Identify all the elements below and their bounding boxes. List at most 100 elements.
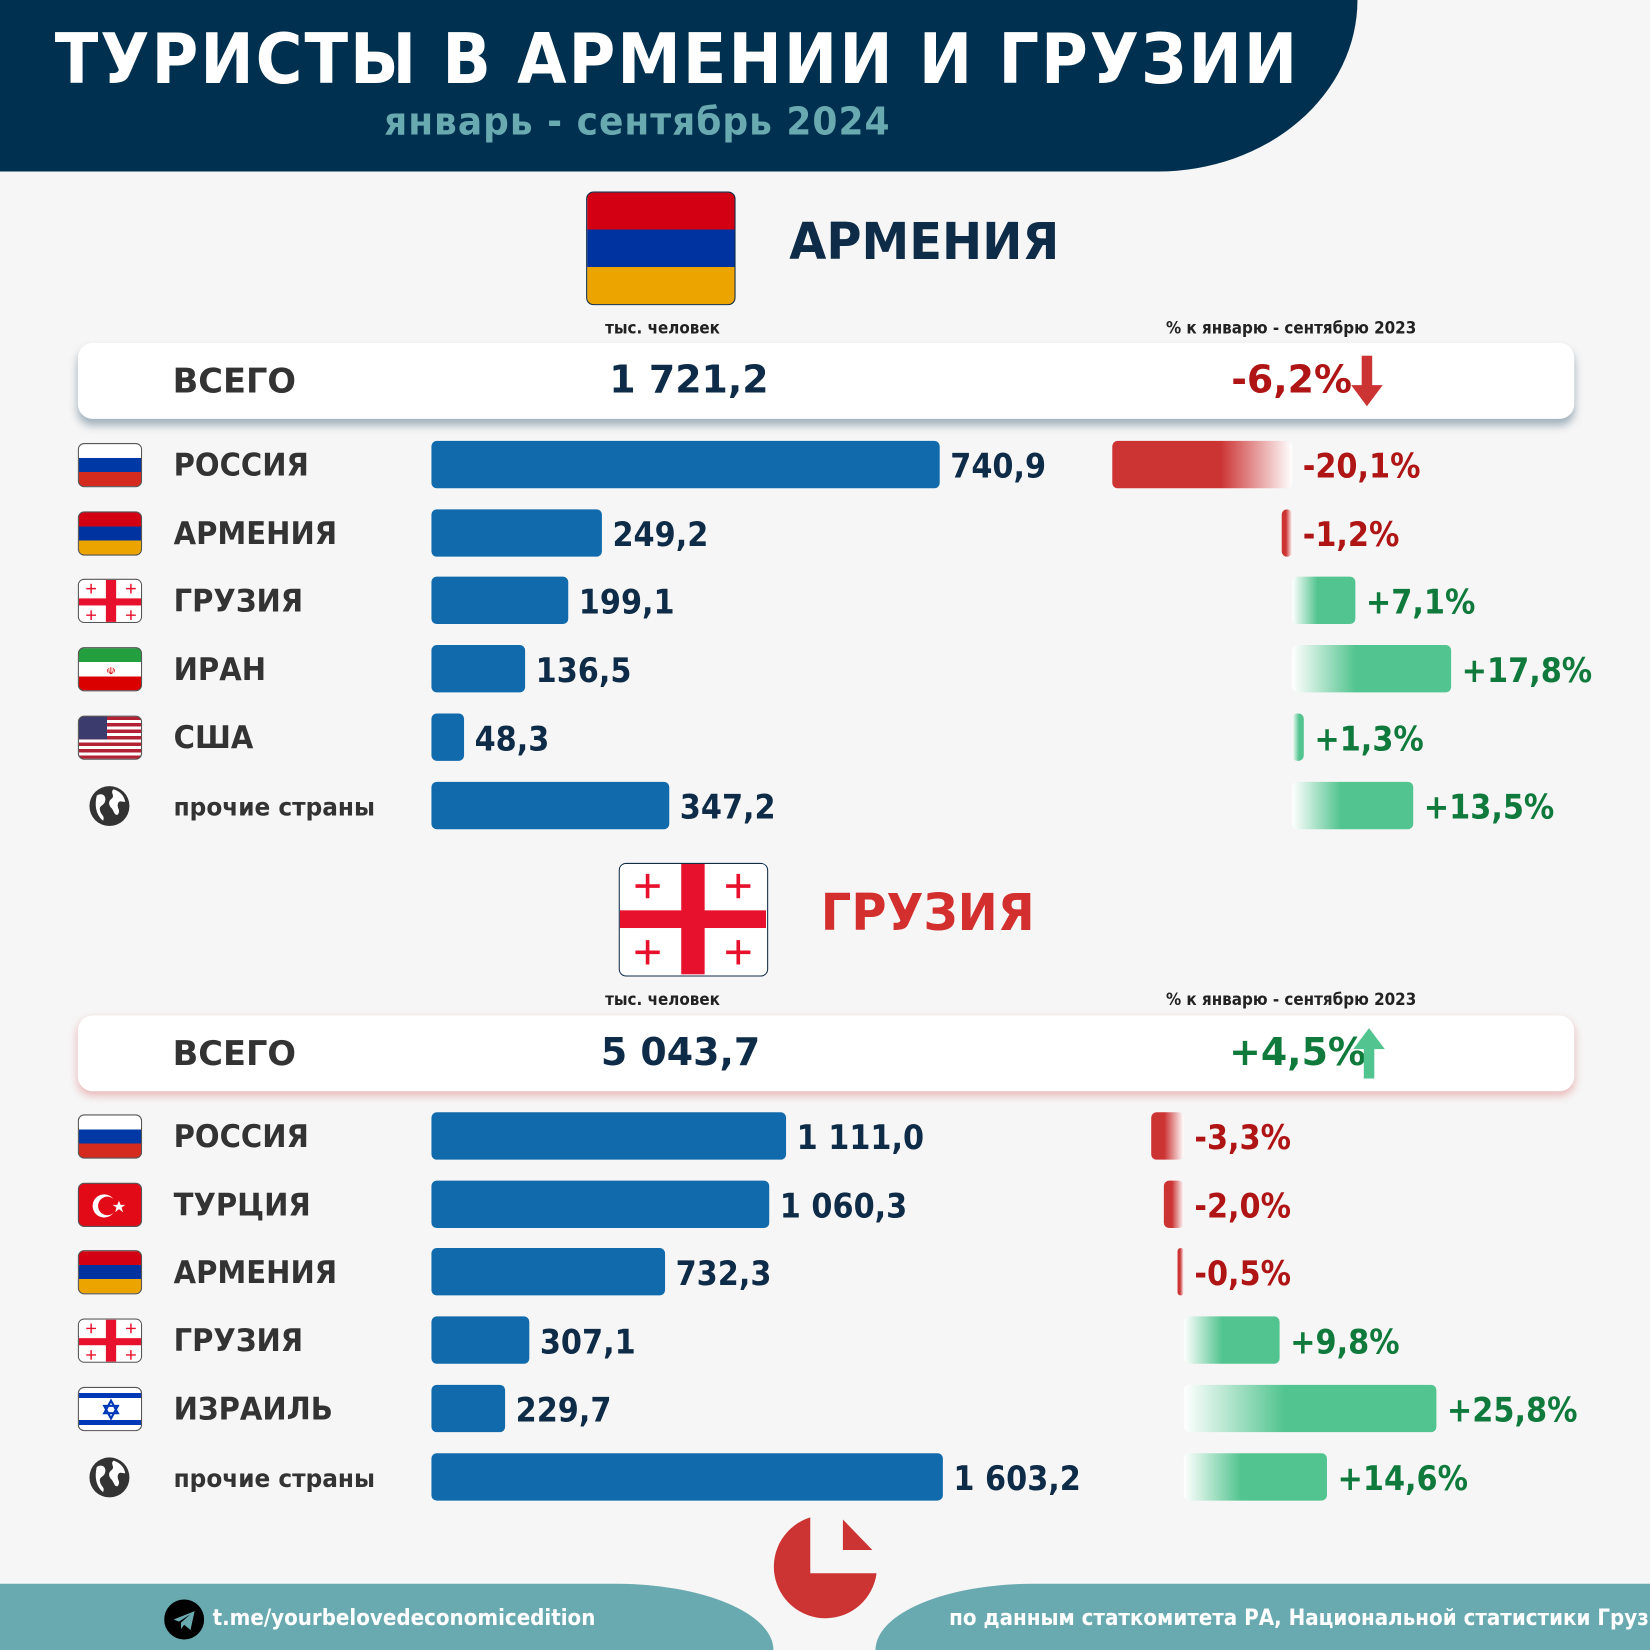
country-name: РОССИЯ (173, 1118, 309, 1156)
value-bar (431, 1316, 530, 1364)
telegram-link[interactable]: t.me/yourbelovedeconomicedition (212, 1604, 596, 1631)
pct-label: +25,8% (1446, 1389, 1578, 1430)
source-note: по данным статкомитета РА, Национальной … (949, 1604, 1650, 1631)
unit-label: тыс. человек (605, 989, 720, 1010)
country-name: ГРУЗИЯ (173, 583, 304, 621)
value-label: 307,1 (539, 1321, 636, 1362)
arrow-down-icon (1351, 355, 1383, 407)
flag-russia-icon (77, 1114, 143, 1159)
flag-usa-icon (77, 715, 143, 760)
value-label: 1 060,3 (780, 1185, 908, 1226)
country-row: США 48,3 +1,3% (0, 713, 1650, 761)
value-label: 347,2 (680, 786, 777, 827)
total-value: 5 043,7 (600, 1031, 761, 1075)
total-label: ВСЕГО (172, 1033, 297, 1074)
country-name: ГРУЗИЯ (173, 1322, 304, 1360)
value-label: 1 111,0 (796, 1117, 924, 1158)
country-row: прочие страны 347,2 +13,5% (0, 781, 1650, 829)
value-label: 199,1 (578, 582, 675, 623)
value-bar (431, 1112, 786, 1160)
pct-bar-positive (1183, 1384, 1437, 1432)
pct-bar-positive (1292, 577, 1356, 625)
pct-bar-negative (1112, 440, 1293, 489)
pct-bar-positive (1292, 713, 1304, 761)
page-subtitle: январь - сентябрь 2024 (384, 101, 891, 145)
pct-label: % к январю - сентябрю 2023 (1165, 989, 1417, 1010)
value-bar (431, 1248, 666, 1296)
pct-bar-negative (1151, 1112, 1184, 1160)
armenia-flag-large (586, 191, 736, 306)
pct-bar-positive (1292, 645, 1452, 693)
pct-label: -2,0% (1194, 1185, 1291, 1226)
value-bar (431, 1452, 943, 1501)
country-row: АРМЕНИЯ 249,2 -1,2% (0, 508, 1650, 557)
total-label: ВСЕГО (172, 360, 297, 401)
flag-iran-icon: ☫ (77, 647, 143, 692)
pct-label: % к январю - сентябрю 2023 (1165, 317, 1417, 338)
value-label: 1 603,2 (953, 1457, 1081, 1498)
page-title: ТУРИСТЫ В АРМЕНИИ И ГРУЗИИ (54, 18, 1300, 100)
pct-label: +7,1% (1366, 582, 1476, 623)
country-row: ГРУЗИЯ 307,1 +9,8% (0, 1316, 1650, 1365)
unit-label: тыс. человек (605, 317, 720, 338)
country-name: США (173, 719, 254, 757)
globe-icon (89, 785, 130, 826)
country-name: АРМЕНИЯ (173, 515, 338, 553)
flag-russia-icon (77, 443, 143, 488)
country-name: прочие страны (173, 1463, 375, 1493)
georgia-flag-large (618, 862, 769, 977)
country-name: ТУРЦИЯ (173, 1186, 311, 1224)
value-bar (431, 508, 603, 557)
country-name: АРМЕНИЯ (173, 1254, 338, 1292)
pct-label: +1,3% (1314, 718, 1424, 759)
pct-bar-negative (1177, 1248, 1184, 1296)
pct-bar-negative (1164, 1180, 1184, 1228)
flag-turkey-icon (77, 1182, 143, 1227)
logo-pie-icon (773, 1517, 877, 1619)
arrow-up-icon (1353, 1028, 1385, 1079)
flag-armenia-icon (77, 1250, 143, 1295)
value-bar (431, 1180, 770, 1228)
country-row: РОССИЯ 740,9 -20,1% (0, 440, 1650, 489)
armenia-total-row: ВСЕГО 1 721,2 -6,2% (77, 343, 1575, 419)
value-bar (431, 440, 940, 489)
country-row: ТУРЦИЯ 1 060,3 -2,0% (0, 1180, 1650, 1228)
georgia-total-row: ВСЕГО 5 043,7 +4,5% (77, 1015, 1575, 1092)
country-name: ИЗРАИЛЬ (173, 1390, 333, 1428)
footer-left-band (0, 1583, 774, 1650)
country-row: РОССИЯ 1 111,0 -3,3% (0, 1112, 1650, 1160)
country-row: ☫ ИРАН 136,5 +17,8% (0, 645, 1650, 693)
armenia-section-title: АРМЕНИЯ (789, 212, 1060, 272)
country-row: ГРУЗИЯ 199,1 +7,1% (0, 577, 1650, 625)
pct-label: +17,8% (1461, 650, 1593, 691)
country-row: АРМЕНИЯ 732,3 -0,5% (0, 1248, 1650, 1296)
pct-bar-positive (1292, 781, 1413, 829)
country-name: ИРАН (173, 651, 267, 689)
globe-icon (89, 1456, 130, 1497)
pct-label: +14,6% (1337, 1457, 1468, 1498)
telegram-icon[interactable] (164, 1599, 205, 1640)
pct-label: -0,5% (1194, 1253, 1291, 1294)
total-pct: -6,2% (1231, 358, 1352, 402)
flag-armenia-icon (77, 511, 143, 556)
value-label: 249,2 (612, 514, 709, 555)
value-label: 732,3 (675, 1253, 772, 1294)
value-label: 740,9 (950, 446, 1047, 487)
country-name: прочие страны (173, 791, 375, 822)
country-name: РОССИЯ (173, 447, 309, 485)
footer-right-band (875, 1583, 1650, 1650)
pct-bar-positive (1183, 1452, 1327, 1501)
value-label: 229,7 (515, 1389, 612, 1430)
value-label: 48,3 (475, 718, 550, 759)
pct-label: +13,5% (1423, 786, 1555, 827)
value-bar (431, 1384, 505, 1432)
pct-label: +9,8% (1290, 1321, 1400, 1362)
svg-text:☫: ☫ (106, 666, 115, 678)
value-bar (431, 645, 526, 693)
value-label: 136,5 (535, 650, 632, 691)
value-bar (431, 577, 569, 625)
value-bar (431, 781, 670, 829)
total-value: 1 721,2 (609, 358, 769, 402)
pct-label: -1,2% (1302, 514, 1400, 555)
pct-label: -3,3% (1194, 1117, 1291, 1158)
